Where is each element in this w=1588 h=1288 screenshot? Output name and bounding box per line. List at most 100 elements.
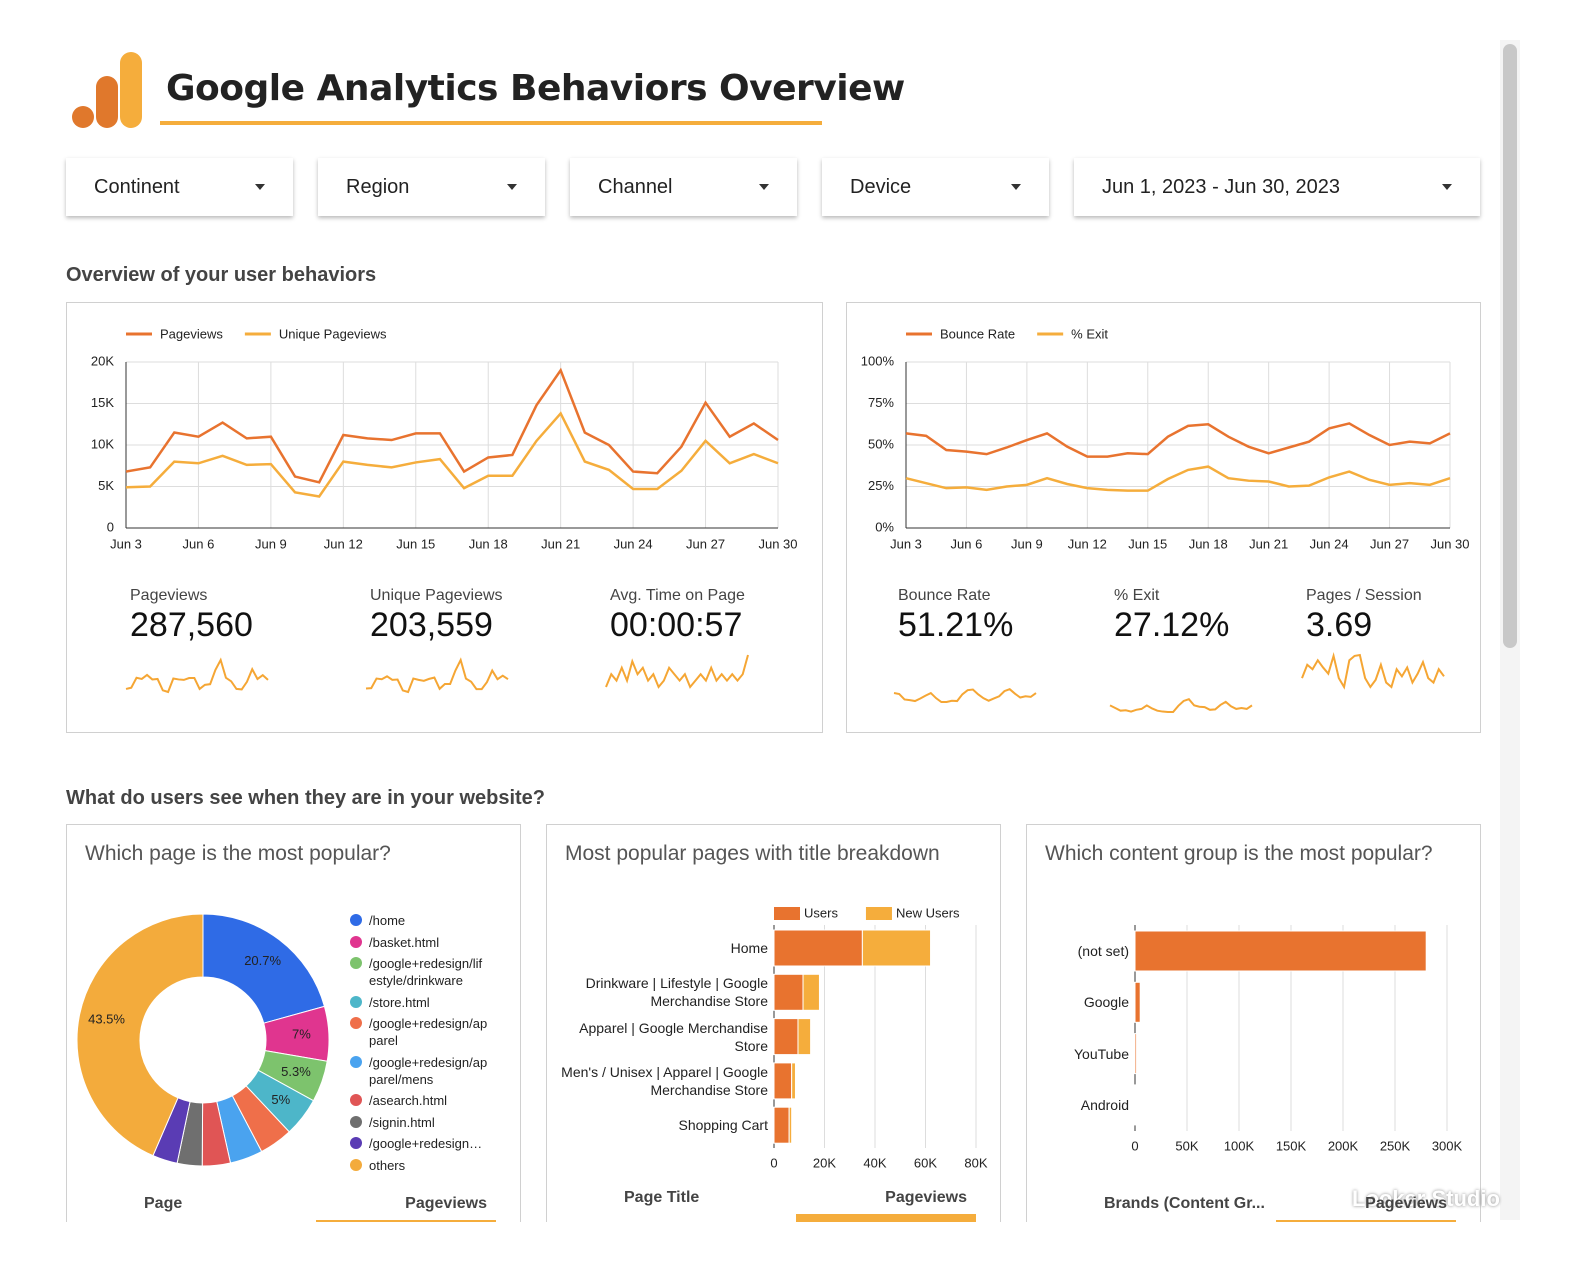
legend: /home/basket.html/google+redesign/lifest… <box>348 912 488 1178</box>
legend-item[interactable]: /google+redesign… <box>348 1135 488 1152</box>
legend-dot <box>350 957 362 969</box>
section-title: Overview of your user behaviors <box>66 264 377 286</box>
cards <box>66 302 1481 1222</box>
x-tick-label: Jun 12 <box>324 536 363 551</box>
y-tick-label: 100% <box>861 353 895 368</box>
slice-label: 7% <box>292 1026 311 1041</box>
scorecard-value: 287,560 <box>130 606 253 644</box>
column-header: Pageviews <box>1365 1195 1447 1212</box>
x-tick-label: 0 <box>770 1155 777 1170</box>
column-header: Page <box>144 1195 183 1212</box>
line-series <box>125 367 779 484</box>
filter-dropdown[interactable]: Device <box>822 158 1049 216</box>
x-tick-label: 100K <box>1224 1138 1255 1153</box>
legend-label: Pageviews <box>160 326 223 341</box>
y-category-label: Men's / Unisex | Apparel | Google Mercha… <box>561 1063 768 1098</box>
legend-item[interactable]: /basket.html <box>348 934 488 951</box>
line-series <box>905 422 1451 458</box>
legend-item[interactable]: /asearch.html <box>348 1092 488 1109</box>
x-tick-label: Jun 3 <box>110 536 142 551</box>
filter-dropdown[interactable]: Continent <box>66 158 293 216</box>
y-category-label: Apparel | Google Merchandise Store <box>579 1019 768 1054</box>
legend-dot <box>350 995 362 1008</box>
x-tick-label: Jun 24 <box>614 536 653 551</box>
x-tick-label: 80K <box>964 1155 987 1170</box>
bar <box>1134 981 1141 1023</box>
x-tick-label: 0 <box>1131 1138 1138 1153</box>
scorecard-value: 51.21% <box>898 606 1014 644</box>
sparkline <box>605 654 749 689</box>
x-tick-label: 60K <box>914 1155 937 1170</box>
scorecard-label: Unique Pageviews <box>370 587 503 604</box>
x-tick-label: Jun 27 <box>686 536 725 551</box>
legend-label: others <box>369 1157 406 1173</box>
legend-label: /google+redesign/apparel <box>369 1016 488 1048</box>
legend-dot <box>350 1158 362 1171</box>
slice-label: 43.5% <box>88 1011 125 1026</box>
column-header: Pageviews <box>885 1189 967 1206</box>
x-tick-label: Jun 21 <box>1249 536 1288 551</box>
y-category-label: Shopping Cart <box>678 1117 768 1134</box>
x-tick-label: 20K <box>813 1155 836 1170</box>
bar <box>773 973 804 1011</box>
bar <box>861 929 932 967</box>
y-tick-label: 75% <box>868 395 894 410</box>
x-tick-label: Jun 30 <box>1430 536 1469 551</box>
column-sort-bar <box>796 1214 976 1222</box>
legend-item[interactable]: /signin.html <box>348 1114 488 1131</box>
filter-dropdown[interactable]: Region <box>318 158 545 216</box>
y-tick-label: 20K <box>91 353 114 368</box>
sparkline <box>125 657 269 694</box>
legend-dot <box>350 1017 362 1029</box>
sparkline <box>893 688 1037 703</box>
legend-dot <box>350 1137 362 1149</box>
column-sort-bar <box>316 1220 496 1222</box>
scorecard-value: 3.69 <box>1306 606 1373 644</box>
x-tick-label: Jun 15 <box>1128 536 1167 551</box>
legend-dot <box>350 914 362 926</box>
y-category-label: Google <box>1083 994 1129 1011</box>
x-tick-label: 40K <box>863 1155 886 1170</box>
legend-item[interactable]: /google+redesign/apparel/mens <box>348 1054 488 1088</box>
x-tick-label: 200K <box>1328 1138 1359 1153</box>
column-header: Page Title <box>624 1189 700 1206</box>
legend-item[interactable]: /google+redesign/lifestyle/drinkware <box>348 955 488 989</box>
legend-label: /google+redesign/apparel/mens <box>369 1054 488 1087</box>
x-tick-label: 300K <box>1432 1138 1463 1153</box>
y-category-label: (not set) <box>1077 943 1129 959</box>
bar <box>773 1062 793 1100</box>
filter-dropdown[interactable]: Jun 1, 2023 - Jun 30, 2023 <box>1074 158 1480 216</box>
sparkline <box>1301 651 1445 690</box>
legend-item[interactable]: /google+redesign/apparel <box>348 1015 488 1049</box>
legend-label: New Users <box>896 905 960 920</box>
legend-dot <box>350 1115 362 1128</box>
bar <box>791 1062 796 1100</box>
scrollbar-thumb[interactable] <box>1503 44 1517 648</box>
legend-label: % Exit <box>1071 326 1108 341</box>
legend-label: Unique Pageviews <box>279 326 387 341</box>
x-tick-label: 250K <box>1380 1138 1411 1153</box>
legend-item[interactable]: others <box>348 1157 488 1174</box>
page-title: Google Analytics Behaviors Overview <box>166 68 905 109</box>
line-series <box>125 411 779 498</box>
bar <box>773 1018 799 1056</box>
x-tick-label: Jun 9 <box>1011 536 1043 551</box>
legend-label: /google+redesign… <box>369 1136 483 1151</box>
legend-item[interactable]: /home <box>348 912 488 929</box>
y-tick-label: 15K <box>91 395 114 410</box>
y-category-label: YouTube <box>1073 1045 1129 1062</box>
x-tick-label: Jun 24 <box>1310 536 1349 551</box>
bar <box>788 1106 793 1144</box>
bar <box>1134 1033 1138 1075</box>
sparkline <box>365 657 509 694</box>
title-underline <box>160 121 822 125</box>
x-tick-label: Jun 9 <box>255 536 287 551</box>
scorecard-label: % Exit <box>1114 587 1160 604</box>
watermark: Looker Studio <box>1352 1186 1500 1211</box>
y-category-label: Home <box>730 940 768 956</box>
card-title: Which content group is the most popular? <box>1045 842 1433 865</box>
filter-dropdown[interactable]: Channel <box>570 158 797 216</box>
bar <box>797 1018 812 1056</box>
legend-item[interactable]: /store.html <box>348 994 488 1011</box>
